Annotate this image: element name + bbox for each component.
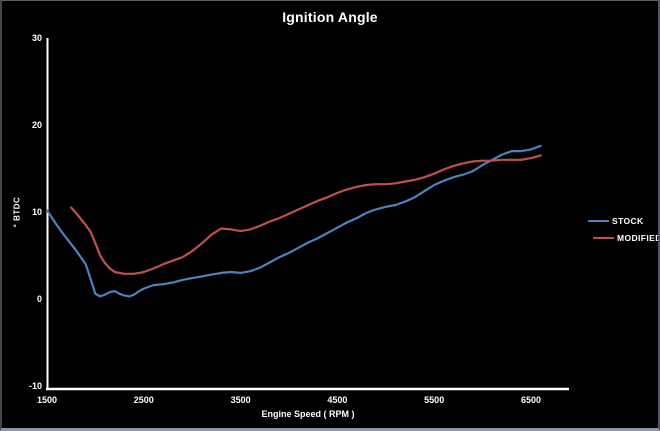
chart-title: Ignition Angle [282,9,378,25]
y-tick-label: 10 [31,207,42,217]
stock-series-line[interactable] [45,144,542,298]
legend-label-modified: MODIFIED [617,233,660,243]
x-tick-label: 1500 [36,395,58,405]
x-axis-title: Engine Speed ( RPM ) [261,409,355,419]
legend-item-modified[interactable]: MODIFIED [593,233,660,243]
legend-item-stock[interactable]: STOCK [588,216,658,226]
x-tick-label: 2500 [133,395,154,405]
modified-series-line[interactable] [70,154,542,275]
y-axis-title: ° BTDC [12,196,22,228]
chart-legend: STOCK MODIFIED [588,216,660,243]
y-tick-label: 0 [36,294,42,304]
legend-line-swatch-stock [588,220,609,222]
x-tick-label: 4500 [327,395,348,405]
legend-label-stock: STOCK [612,216,644,226]
x-tick-label: 3500 [230,395,251,405]
x-tick-label: 6500 [520,395,542,405]
x-tick-label: 5500 [424,395,445,405]
y-tick-label: -10 [28,381,42,391]
legend-line-swatch-modified [593,237,614,239]
y-tick-label: 20 [31,120,42,130]
y-tick-label: 30 [31,33,42,43]
